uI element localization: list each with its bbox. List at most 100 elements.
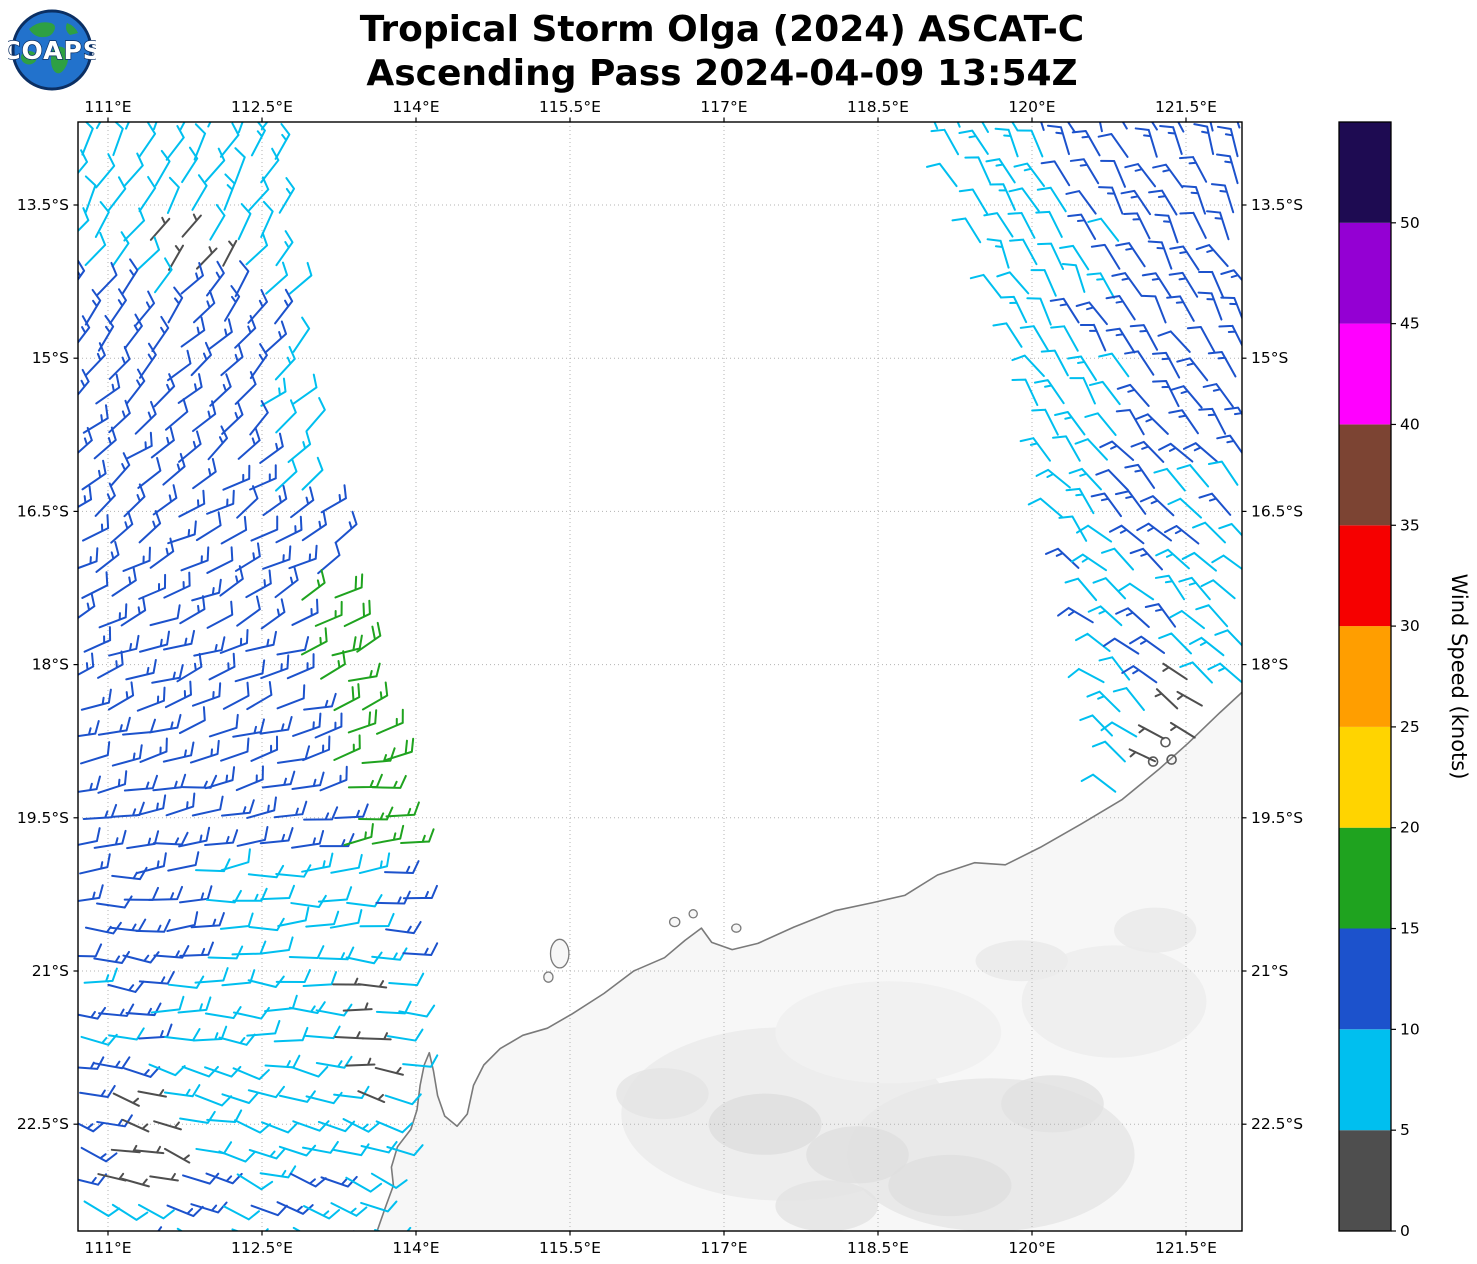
wind-barb [1211, 554, 1242, 573]
wind-barb [221, 799, 255, 817]
wind-barb [164, 398, 189, 431]
wind-barb [259, 827, 294, 845]
terrain-shade [806, 1126, 909, 1184]
wind-barb [237, 426, 261, 460]
wind-barb [236, 595, 261, 627]
wind-barb [1088, 380, 1121, 406]
colorbar-tick-label: 0 [1400, 1222, 1410, 1240]
wind-barb [1068, 467, 1102, 491]
wind-barb [1086, 690, 1121, 713]
wind-barb [1167, 497, 1203, 519]
wind-barb [926, 162, 958, 188]
wind-barb [1033, 379, 1065, 405]
wind-barb [314, 712, 343, 739]
wind-barb [1046, 124, 1070, 156]
wind-barb [206, 489, 235, 515]
axis-ticks [73, 117, 1247, 1236]
wind-barb [259, 715, 293, 735]
wind-barb [1170, 385, 1203, 409]
wind-barb [960, 122, 989, 133]
wind-barb [247, 1085, 285, 1099]
wind-barb [1112, 687, 1145, 711]
wind-barb [222, 681, 250, 710]
wind-barb [166, 176, 180, 215]
wind-barb [1128, 122, 1158, 131]
wind-barb [151, 664, 184, 684]
wind-barb [176, 652, 203, 683]
wind-barb [1157, 330, 1191, 353]
wind-barb [273, 1026, 309, 1043]
axis-tick-label-lon: 112.5°E [231, 1239, 293, 1257]
wind-barb [222, 464, 251, 491]
colorbar-segment [1339, 626, 1391, 727]
island [549, 938, 570, 969]
wind-barb [292, 1120, 330, 1132]
wind-barb [334, 803, 369, 820]
wind-barb [163, 571, 191, 599]
wind-barb [209, 203, 226, 241]
coastline [376, 691, 1242, 1231]
wind-barb [1169, 245, 1200, 271]
wind-barb [983, 212, 1014, 238]
wind-barb [1058, 515, 1088, 542]
wind-barb [1200, 579, 1236, 600]
wind-barb [261, 770, 296, 789]
wind-barb [347, 709, 378, 734]
wind-barb [951, 217, 982, 244]
wind-barb [1019, 325, 1050, 352]
axis-tick-label-lat: 13.5°S [1251, 196, 1303, 214]
axis-tick-label-lat: 22.5°S [1251, 1115, 1303, 1133]
wind-barb [292, 373, 318, 405]
axis-tick-label-lat: 21°S [1251, 962, 1288, 980]
wind-barb [122, 718, 157, 736]
wind-barb [1120, 189, 1152, 216]
wind-barb [1181, 185, 1207, 215]
wind-barb [361, 681, 389, 711]
wind-barb [164, 1027, 201, 1042]
wind-barb [1141, 272, 1172, 298]
wind-barb [291, 598, 319, 626]
axis-tick-label-lon: 111°E [84, 98, 131, 116]
wind-barb [320, 484, 347, 514]
wind-barb [1169, 609, 1205, 630]
wind-barb [236, 1173, 274, 1191]
wind-barb [80, 741, 111, 765]
wind-barb [151, 315, 170, 353]
wind-barb [195, 511, 222, 542]
wind-barb [277, 906, 310, 927]
wind-barb [97, 770, 128, 794]
wind-barb [262, 545, 292, 570]
wind-barb [134, 400, 157, 435]
wind-barb [276, 1201, 314, 1215]
wind-barb [370, 1172, 408, 1189]
wind-barb [245, 232, 269, 266]
wind-barb [301, 510, 327, 542]
wind-barb [152, 484, 178, 516]
wind-barb [1075, 301, 1108, 326]
wind-barb [1090, 492, 1122, 518]
wind-barb [1168, 271, 1199, 298]
wind-barb [989, 183, 1016, 211]
wind-barb [223, 1205, 260, 1221]
axis-labels: 111°E 111°E 112.5°E 112.5°E 114°E 114°E 115.5°… [17, 98, 1303, 1257]
wind-barb [330, 1202, 368, 1217]
wind-barb [108, 345, 131, 380]
wind-barb [1050, 325, 1079, 352]
wind-barb [384, 1093, 422, 1106]
wind-barb [264, 1054, 301, 1069]
wind-barb [98, 603, 128, 629]
axis-tick-label-lon: 117°E [700, 1239, 747, 1257]
island [668, 916, 681, 928]
colorbar-tick-label: 5 [1400, 1121, 1410, 1139]
wind-barb [289, 261, 313, 295]
wind-barb [1151, 351, 1181, 379]
wind-barb [274, 566, 299, 599]
wind-barb [97, 716, 131, 736]
wind-barb [275, 515, 303, 544]
wind-barb [95, 153, 116, 189]
terrain-shade [1021, 945, 1207, 1058]
wind-barb [181, 213, 202, 238]
wind-barb [400, 828, 435, 845]
wind-barb [219, 912, 254, 930]
wind-barb [120, 596, 147, 627]
